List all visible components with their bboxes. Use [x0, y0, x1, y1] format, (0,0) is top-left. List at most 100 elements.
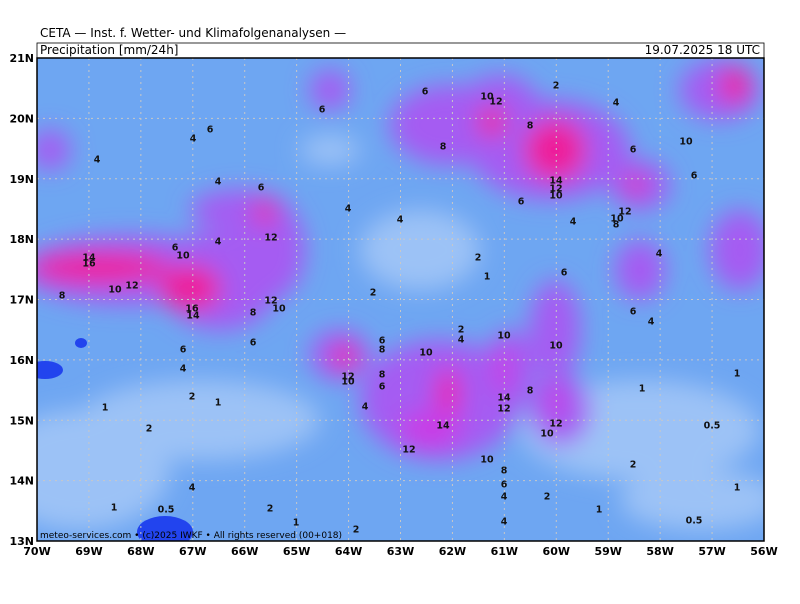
- contour-label: 4: [215, 237, 222, 248]
- contour-label: 6: [379, 382, 386, 393]
- precip-blob: [190, 190, 290, 230]
- precip-blob: [615, 240, 665, 300]
- contour-label: 8: [379, 345, 386, 356]
- lat-label: 13N: [9, 535, 34, 548]
- lon-label: 62W: [439, 545, 466, 558]
- contour-label: 16: [185, 304, 199, 315]
- precip-blob: [310, 70, 350, 110]
- precip-blob: [710, 210, 764, 290]
- contour-label: 4: [362, 402, 369, 413]
- contour-label: 8: [613, 220, 620, 231]
- contour-label: 12: [264, 296, 277, 307]
- precip-blob: [75, 338, 87, 348]
- contour-label: 10: [419, 348, 433, 359]
- lat-label: 21N: [9, 52, 34, 65]
- contour-label: 4: [570, 217, 577, 228]
- contour-label: 14: [497, 393, 511, 404]
- contour-label: 8: [250, 308, 257, 319]
- contour-label: 2: [189, 392, 196, 403]
- contour-label: 10: [540, 429, 554, 440]
- contour-label: 12: [549, 419, 562, 430]
- lon-label: 68W: [127, 545, 154, 558]
- contour-label: 1: [639, 384, 646, 395]
- contour-label: 8: [379, 370, 386, 381]
- contour-label: 14: [82, 253, 96, 264]
- product: Precipitation [mm/24h]: [40, 43, 178, 57]
- contour-label: 10: [480, 455, 494, 466]
- contour-label: 6: [691, 171, 698, 182]
- contour-label: 2: [353, 525, 360, 536]
- map-frame: [36, 57, 765, 542]
- contour-label: 1: [215, 398, 222, 409]
- precip-blob: [37, 253, 170, 283]
- contour-label: 14: [436, 421, 450, 432]
- precip-blob: [255, 200, 275, 224]
- precip-blob: [627, 175, 643, 195]
- contour-label: 12: [341, 372, 354, 383]
- contour-label: 8: [501, 466, 508, 477]
- contour-label: 6: [630, 145, 637, 156]
- lat-label: 17N: [9, 294, 34, 307]
- contour-label: 12: [264, 233, 277, 244]
- contour-label: 1: [734, 483, 741, 494]
- contour-label: 6: [518, 197, 525, 208]
- contour-label: 6: [258, 183, 265, 194]
- precip-blob: [37, 130, 70, 170]
- contour-label: 6: [319, 105, 326, 116]
- contour-label: 4: [215, 177, 222, 188]
- lon-label: 56W: [750, 545, 777, 558]
- contour-label: 0.5: [158, 505, 175, 516]
- contour-label: 2: [544, 492, 551, 503]
- contour-label: 16: [82, 259, 96, 270]
- lon-label: 67W: [179, 545, 206, 558]
- lon-label: 64W: [335, 545, 362, 558]
- contour-label: 0.5: [686, 516, 703, 527]
- contour-label: 1: [596, 505, 603, 516]
- contour-label: 12: [402, 445, 415, 456]
- precip-blob: [37, 361, 63, 379]
- contour-label: 10: [497, 331, 511, 342]
- contour-label: 14: [186, 311, 200, 322]
- lon-label: 61W: [491, 545, 518, 558]
- valid-time: 19.07.2025 18 UTC: [645, 43, 760, 57]
- contour-label: 14: [549, 176, 563, 187]
- precip-blob: [440, 372, 456, 412]
- lon-label: 69W: [75, 545, 102, 558]
- precip-blob: [620, 470, 764, 530]
- contour-label: 6: [172, 243, 179, 254]
- contour-label: 10: [272, 304, 286, 315]
- contour-label: 12: [125, 281, 138, 292]
- contour-label: 4: [189, 483, 196, 494]
- contour-label: 4: [345, 204, 352, 215]
- lon-label: 60W: [543, 545, 570, 558]
- contour-label: 6: [630, 307, 637, 318]
- contour-label: 4: [501, 517, 508, 528]
- contour-label: 10: [341, 377, 355, 388]
- contour-label: 1: [484, 272, 491, 283]
- contour-label: 1: [293, 518, 300, 529]
- precip-blob: [137, 516, 193, 541]
- precip-blob: [300, 135, 360, 165]
- contour-label: 4: [397, 215, 404, 226]
- contour-label: 1: [111, 503, 118, 514]
- contour-label: 1: [102, 403, 109, 414]
- contour-label: 6: [501, 480, 508, 491]
- contour-label: 0.5: [704, 421, 721, 432]
- contour-label: 8: [59, 291, 66, 302]
- contour-label: 2: [146, 424, 153, 435]
- contour-label: 6: [180, 345, 187, 356]
- contour-label: 10: [610, 214, 624, 225]
- lon-label: 59W: [594, 545, 621, 558]
- precip-blob: [333, 345, 357, 369]
- contour-label: 2: [475, 253, 482, 264]
- contour-label: 2: [458, 325, 465, 336]
- lon-label: 70W: [23, 545, 50, 558]
- contour-label: 2: [630, 460, 637, 471]
- contour-label: 10: [176, 251, 190, 262]
- lat-label: 20N: [9, 112, 34, 125]
- contour-label: 4: [613, 98, 620, 109]
- contour-label: 12: [549, 184, 562, 195]
- contour-label: 6: [379, 336, 386, 347]
